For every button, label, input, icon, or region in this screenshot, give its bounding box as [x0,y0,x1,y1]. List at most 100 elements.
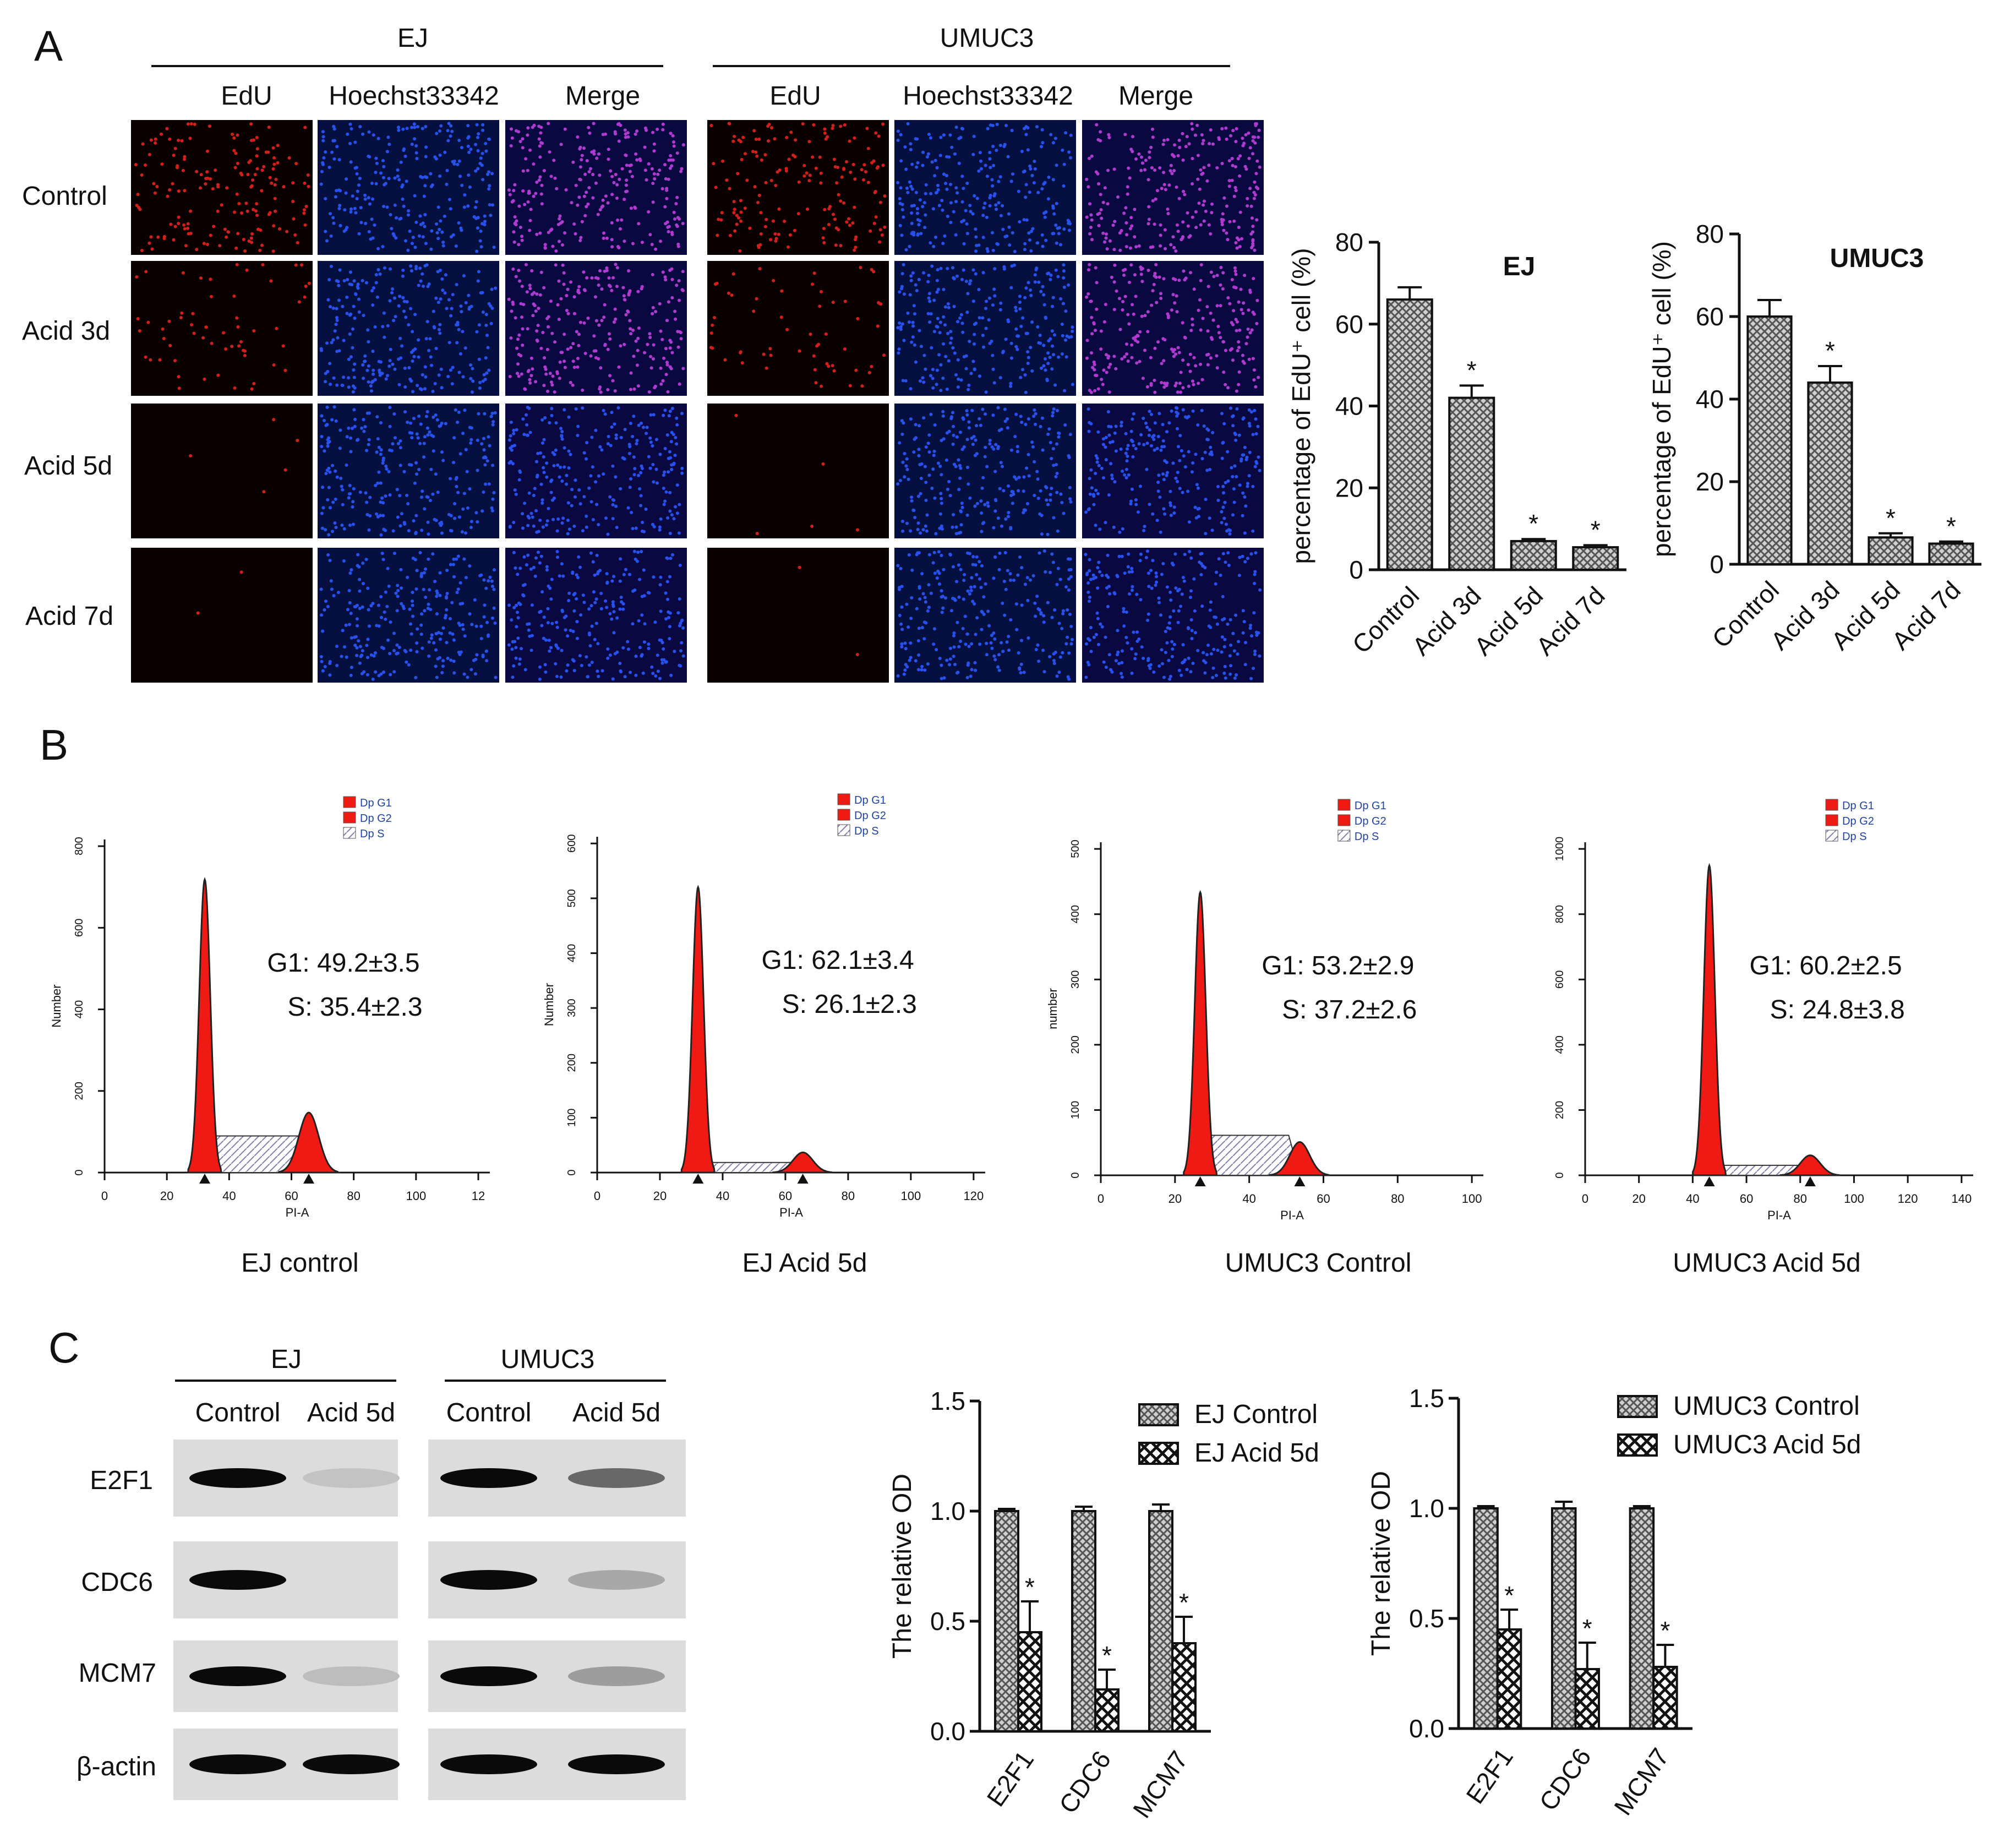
row-label-acid-7d: Acid 7d [25,602,113,631]
blot-band [303,1468,400,1488]
y-tick-label: 1.0 [930,1497,965,1525]
panel-letter-a: A [34,21,63,70]
bar [1094,1688,1120,1732]
legend-label: Dp G1 [360,797,392,809]
x-tick-label: 60 [1317,1192,1330,1206]
y-axis-label: The relative OD [1367,1471,1396,1656]
y-tick-label: 0 [1554,1172,1566,1178]
legend-label: UMUC3 Acid 5d [1673,1430,1861,1459]
y-tick-label: 600 [1554,971,1566,989]
y-tick-label: 60 [1335,310,1363,339]
panel-letter-c: C [48,1323,79,1372]
y-tick-label: 1.0 [1409,1494,1444,1523]
x-axis-label: PI-A [1280,1208,1304,1222]
y-tick-label: 800 [1554,905,1566,923]
x-tick-label: MCM7 [1127,1746,1193,1823]
blot-band [189,1468,286,1488]
peak-marker [1194,1176,1206,1186]
blot-group-label-ej: EJ [271,1345,302,1374]
group-label-ej: EJ [397,24,428,53]
y-axis-label: The relative OD [888,1474,917,1659]
y-tick-label: 80 [1335,228,1363,257]
significance-mark: * [1504,1581,1514,1610]
s-percentage: S: 26.1±2.3 [782,990,917,1019]
histogram-caption: UMUC3 Acid 5d [1673,1249,1860,1278]
y-tick-label: 200 [1069,1035,1082,1054]
chart-title: EJ [1503,252,1536,281]
y-tick-label: 40 [1335,392,1363,421]
x-tick-label: 0 [594,1189,600,1203]
x-tick-label: CDC6 [1533,1743,1596,1816]
legend-label: Dp G1 [1355,800,1386,812]
blot-band [440,1468,537,1488]
x-tick-label: 40 [1242,1192,1255,1206]
y-tick-label: 500 [1069,839,1082,858]
peak-marker [1703,1176,1715,1186]
y-tick-label: 400 [1069,905,1082,923]
row-label-control: Control [22,182,107,211]
g2-peak [1269,1141,1330,1176]
micrograph-umuc3-hoechst-3 [894,548,1076,683]
legend-swatch [1825,799,1838,811]
protein-label-beta-actin: β-actin [77,1752,156,1781]
legend-swatch [1825,814,1838,826]
lane-label-acid-ej: Acid 5d [307,1398,395,1427]
x-tick-label: 12 [472,1189,485,1203]
histogram-2: 0 100 200 300 400 500 0 20 40 60 80 100 PI-A number G1… [1046,799,1483,1278]
x-tick-label: 80 [347,1189,360,1203]
y-tick-label: 0 [1710,550,1724,579]
legend-label: Dp G2 [360,813,392,825]
y-tick-label: 200 [566,1054,578,1072]
histogram-3: 0 200 400 600 800 1000 0 20 40 60 80 100 120 140 PI-A G… [1554,799,1973,1278]
y-tick-label: 1.5 [1409,1384,1444,1413]
channel-label-merge-umuc3: Merge [1118,81,1193,111]
significance-mark: * [1467,356,1477,384]
g2-peak [278,1111,341,1174]
blot-band [440,1754,537,1774]
y-tick-label: 600 [566,835,578,853]
bar [1171,1642,1197,1732]
blot-ej-2 [173,1640,400,1712]
micrograph-umuc3-edu-1 [707,261,889,396]
x-tick-label: 40 [716,1189,729,1203]
legend-label: UMUC3 Control [1673,1392,1860,1421]
legend-label: Dp S [1842,831,1866,843]
x-tick-label: 120 [963,1189,984,1203]
row-label-acid-5d: Acid 5d [24,451,112,481]
blot-group-label-umuc3: UMUC3 [501,1345,595,1374]
x-tick-label: 20 [1632,1192,1645,1206]
micrograph-ej-hoechst-3 [318,548,499,683]
group-label-umuc3: UMUC3 [940,24,1034,53]
x-tick-label: Acid 3d [1407,581,1487,661]
legend-label: Dp G1 [1842,800,1874,812]
blot-band [440,1666,537,1686]
bar [1868,536,1914,565]
legend-swatch [1337,799,1351,811]
blot-umuc3-3 [428,1729,686,1800]
micrograph-umuc3-merge-3 [1082,548,1264,683]
y-tick-label: 0.0 [930,1717,965,1746]
bar [1386,298,1433,571]
y-axis-label: number [1046,988,1060,1029]
legend-label: EJ Acid 5d [1194,1438,1319,1468]
y-tick-label: 500 [566,889,578,907]
bar [1510,539,1557,571]
lane-label-control-umuc3: Control [446,1398,532,1427]
y-tick-label: 0 [566,1169,578,1175]
x-tick-label: Acid 7d [1531,581,1610,661]
x-tick-label: Acid 3d [1765,575,1845,655]
x-tick-label: 120 [1898,1192,1918,1206]
y-tick-label: 100 [1069,1101,1082,1119]
micrograph-ej-merge-1 [505,261,687,396]
blot-band [303,1754,400,1774]
y-tick-label: 300 [1069,971,1082,989]
micrograph-ej-merge-0 [505,120,687,255]
bar [1017,1631,1042,1732]
bar [1807,381,1853,565]
blot-umuc3-0 [428,1440,686,1517]
legend-swatch [1825,830,1838,842]
significance-mark: * [1946,512,1956,541]
x-tick-label: 20 [160,1189,173,1203]
micrograph-umuc3-hoechst-0 [894,120,1076,255]
significance-mark: * [1528,509,1538,538]
